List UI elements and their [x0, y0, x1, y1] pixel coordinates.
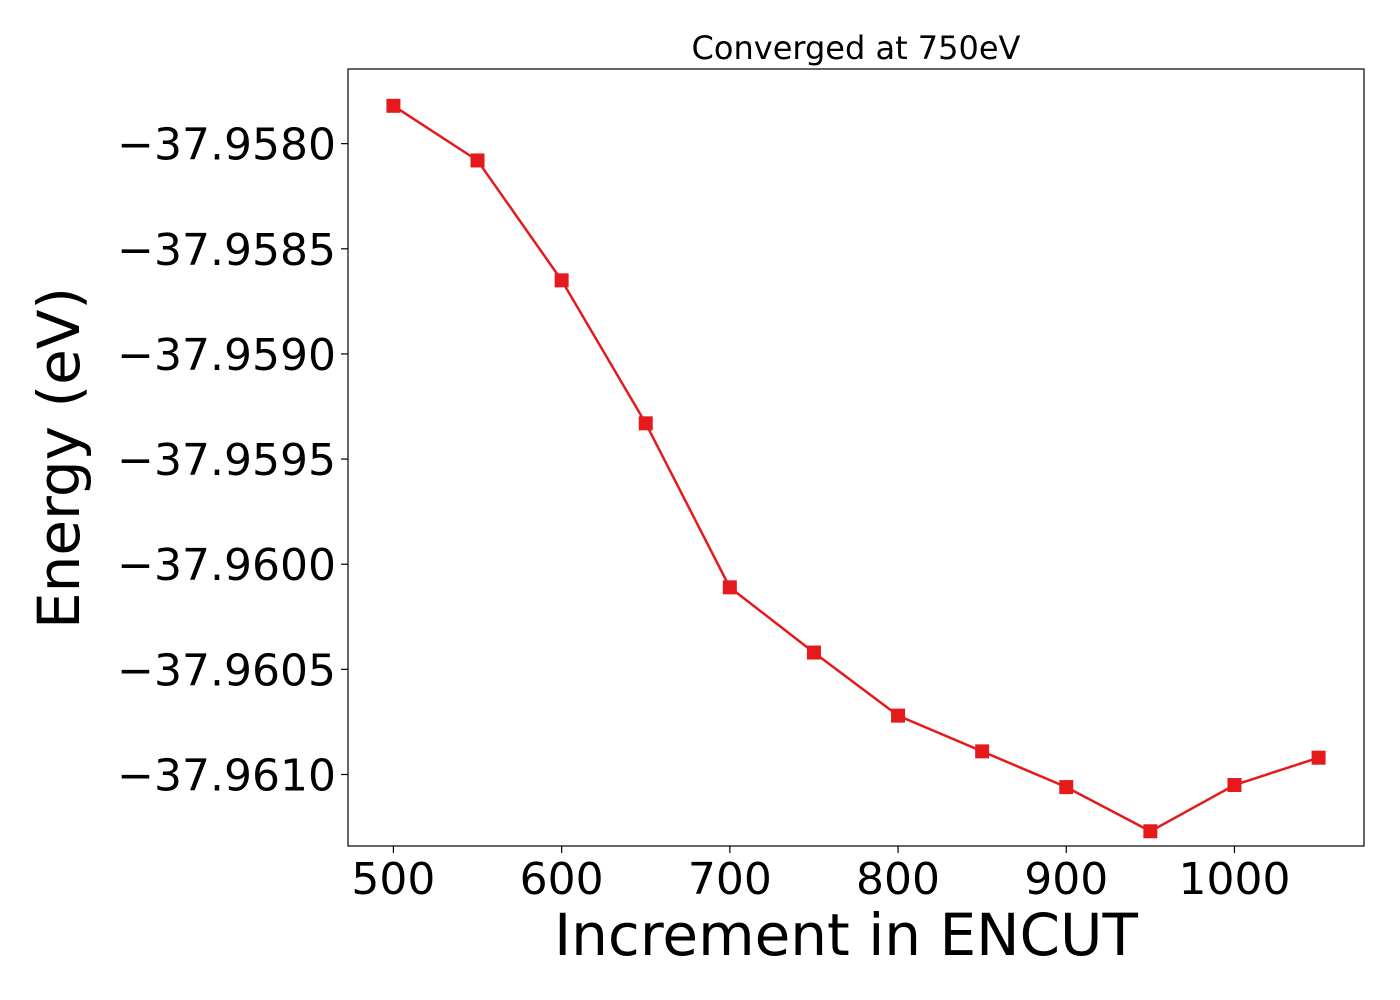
x-tick-label: 800 [856, 854, 940, 905]
plot-frame [347, 68, 1365, 847]
data-point [806, 645, 821, 660]
data-point [975, 744, 990, 759]
y-tick-label: −37.9605 [117, 645, 336, 696]
x-tick-label: 500 [351, 854, 435, 905]
data-point [386, 98, 401, 113]
data-point [891, 708, 906, 723]
y-axis-title: Energy (eV) [25, 287, 93, 629]
x-tick-label: 900 [1024, 854, 1108, 905]
y-tick-label: −37.9590 [117, 330, 336, 381]
data-point [722, 580, 737, 595]
x-tick-label: 1000 [1178, 854, 1290, 905]
x-tick-label: 700 [688, 854, 772, 905]
data-point [554, 273, 569, 288]
y-tick-label: −37.9585 [117, 225, 336, 276]
x-axis-title: Increment in ENCUT [554, 901, 1138, 969]
plot-area [386, 98, 1326, 839]
data-point [1059, 780, 1074, 795]
data-point [470, 153, 485, 168]
data-point [1143, 824, 1158, 839]
y-axis: −37.9580 −37.9585 −37.9590 −37.9595 −37.9600… [117, 120, 348, 802]
data-point [638, 416, 653, 431]
y-tick-label: −37.9610 [117, 751, 336, 802]
data-point [1311, 750, 1326, 765]
x-tick-label: 600 [520, 854, 604, 905]
y-tick-label: −37.9580 [117, 120, 336, 171]
x-axis: 500 600 700 800 900 1000 [351, 846, 1290, 905]
chart-title: Converged at 750eV [692, 29, 1021, 67]
y-tick-label: −37.9600 [117, 540, 336, 591]
y-tick-label: −37.9595 [117, 435, 336, 486]
series-line [392, 104, 1319, 833]
data-point [1227, 778, 1242, 793]
